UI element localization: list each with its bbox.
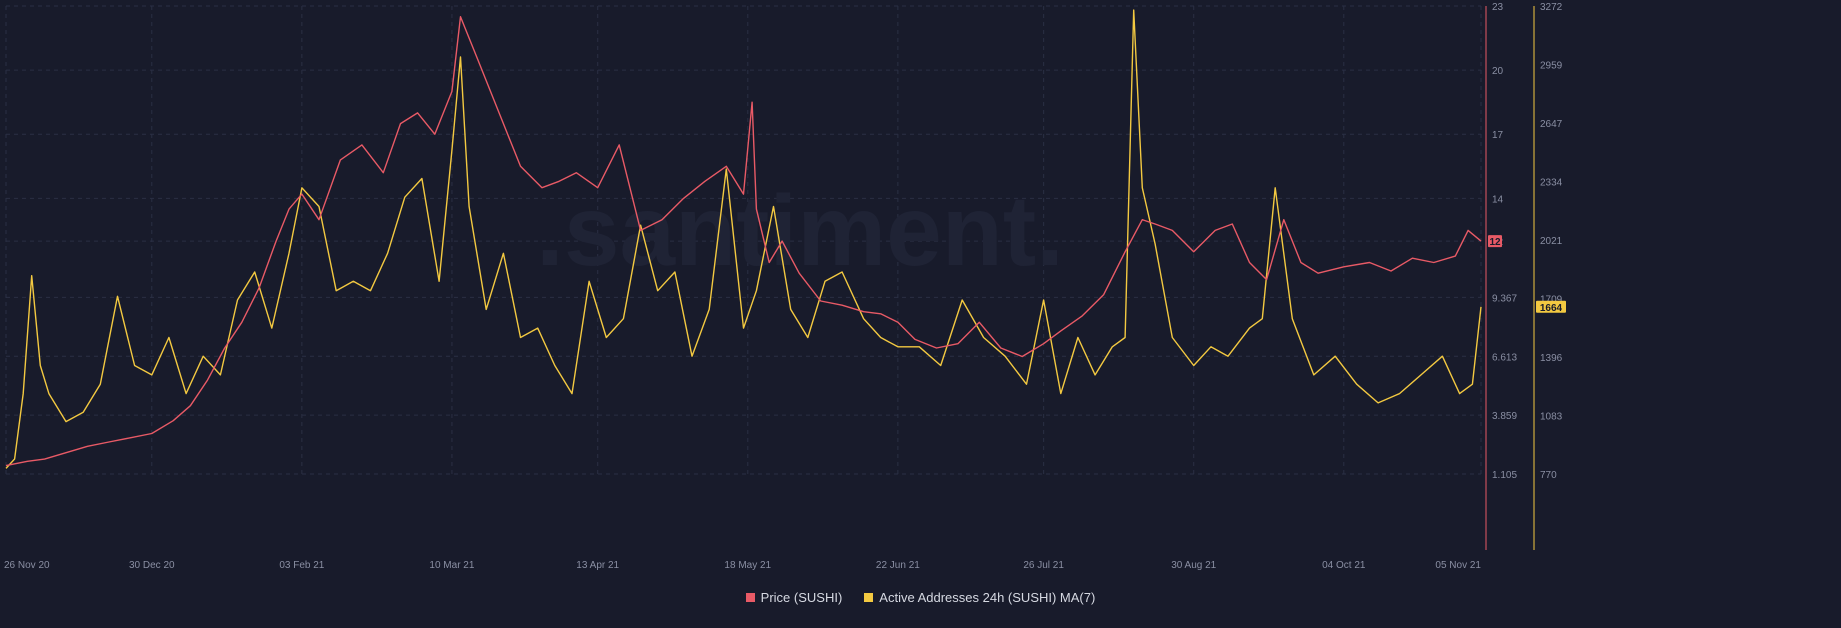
series [5,9,1482,469]
price-tick-label: 9.367 [1492,293,1517,304]
grid-lines [5,5,1482,475]
addresses-tick-label: 1709 [1540,295,1563,306]
legend-label-active-addresses: Active Addresses 24h (SUSHI) MA(7) [879,590,1096,605]
x-tick-label: 30 Dec 20 [129,560,175,571]
watermark: .santiment. [536,175,1064,287]
x-tick-label: 26 Jul 21 [1023,560,1064,571]
legend-item-active-addresses[interactable]: Active Addresses 24h (SUSHI) MA(7) [864,590,1095,605]
addresses-tick-label: 2021 [1540,236,1563,247]
price-tick-label: 20 [1492,66,1504,77]
addresses-tick-label: 2647 [1540,119,1563,130]
x-tick-label: 18 May 21 [724,560,771,571]
x-tick-label: 26 Nov 20 [4,560,50,571]
addresses-swatch-icon [864,593,874,602]
addresses-tick-label: 1396 [1540,353,1563,364]
addresses-tick-label: 2334 [1540,178,1563,189]
price-tick-label: 14 [1492,194,1504,205]
price-current-badge [1488,235,1502,248]
price-tick-label: 23 [1492,2,1504,13]
price-tick-label: 1.105 [1492,470,1517,481]
legend: Price (SUSHI) Active Addresses 24h (SUSH… [0,590,1841,605]
x-tick-label: 30 Aug 21 [1171,560,1216,571]
addresses-tick-label: 3272 [1540,2,1563,13]
active-addresses-line [5,9,1482,469]
legend-label-price: Price (SUSHI) [760,590,843,605]
addresses-current-badge [1536,300,1566,313]
addresses-current-value: 1664 [1540,303,1563,314]
price-current-value: 12 [1489,237,1501,248]
price-tick-label: 6.613 [1492,352,1517,363]
price-tick-label: 3.859 [1492,411,1517,422]
addresses-tick-label: 2959 [1540,61,1563,72]
price-swatch-icon [745,593,755,602]
x-tick-label: 10 Mar 21 [429,560,474,571]
axes: 23 20 17 14 12 9.367 6.613 3.859 1.105 3272 2959 26… [4,2,1563,571]
x-tick-label: 05 Nov 21 [1435,560,1481,571]
x-tick-label: 22 Jun 21 [876,560,920,571]
addresses-tick-label: 1083 [1540,412,1563,423]
x-tick-label: 03 Feb 21 [279,560,324,571]
legend-item-price[interactable]: Price (SUSHI) [745,590,843,605]
current-value-badges: 12 1664 [1488,235,1566,314]
x-tick-label: 04 Oct 21 [1322,560,1366,571]
price-tick-label: 17 [1492,130,1504,141]
price-line [5,16,1482,467]
x-tick-label: 13 Apr 21 [576,560,619,571]
addresses-tick-label: 770 [1540,470,1557,481]
